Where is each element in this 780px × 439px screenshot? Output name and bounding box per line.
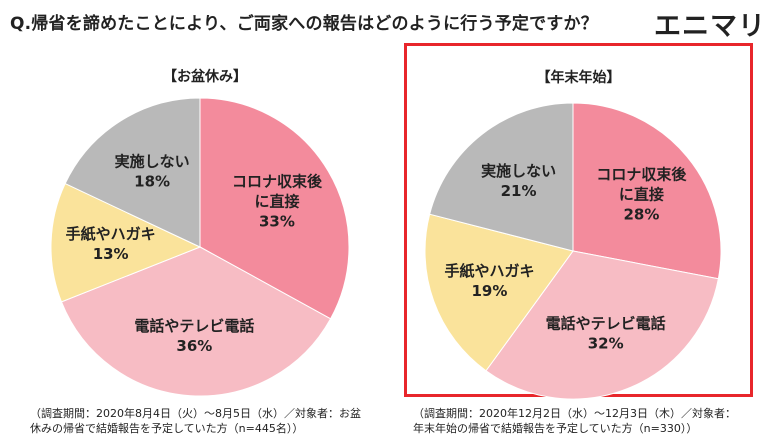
slice-label: 手紙やハガキ 13%: [66, 225, 156, 263]
slice-category-label: 電話やテレビ電話: [546, 315, 666, 333]
brand-logo: エニマリ: [654, 11, 766, 42]
footnote-line: 年末年始の帰省で結婚報告を予定していた方（n=330））: [413, 422, 698, 435]
chart-title: 【年末年始】: [536, 70, 621, 86]
footnote-nenmatsu: （調査期間：2020年12月2日（水）〜12月3日（木）／対象者： 年末年始の帰…: [413, 406, 758, 436]
slice-category-label: 実施しない: [481, 162, 556, 180]
pie-chart-obon: コロナ収束後に直接 33% 電話やテレビ電話 36% 手紙やハガキ 13% 実施しない 18%: [50, 97, 350, 397]
slice-value-label: 32%: [588, 335, 624, 353]
footnote-line: 休みの帰省で結婚報告を予定していた方（n=445名））: [30, 422, 304, 435]
pie-chart-nenmatsu: コロナ収束後に直接 28% 電話やテレビ電話 32% 手紙やハガキ 19% 実施しない 21%: [424, 102, 722, 400]
chart-title: 【お盆休み】: [163, 69, 247, 85]
slice-category-label: コロナ収束後: [596, 165, 687, 183]
slice-value-label: 36%: [176, 337, 212, 355]
slice-letter: [424, 213, 574, 372]
slice-category-label: 実施しない: [115, 153, 190, 171]
slice-value-label: 28%: [623, 205, 659, 223]
slice-value-label: 18%: [134, 173, 170, 191]
chart-panel-obon: 【お盆休み】 コロナ収束後に直接 33% 電話やテレビ電話 36% 手紙やハガキ 13% 実…: [20, 44, 390, 397]
footnote-obon: （調査期間：2020年8月4日（火）〜8月5日（水）／対象者：お盆 休みの帰省で…: [30, 406, 370, 436]
slice-value-label: 19%: [471, 282, 507, 300]
slice-value-label: 33%: [259, 212, 295, 230]
slice-value-label: 21%: [501, 182, 537, 200]
slice-label: 電話やテレビ電話 36%: [134, 317, 254, 355]
slice-value-label: 13%: [93, 245, 129, 263]
slice-phone-video: [485, 250, 719, 400]
slice-category-label: に直接: [619, 185, 664, 203]
slice-label: 手紙やハガキ 19%: [444, 262, 534, 300]
slice-letter: [50, 182, 202, 303]
slice-label: 実施しない 18%: [115, 153, 190, 191]
slice-category-label: 手紙やハガキ: [66, 225, 156, 243]
footnote-line: （調査期間：2020年8月4日（火）〜8月5日（水）／対象者：お盆: [30, 407, 361, 420]
slice-phone-video: [60, 246, 332, 397]
slice-category-label: に直接: [254, 192, 299, 210]
slice-corona-after: [572, 102, 722, 280]
slice-label: コロナ収束後に直接 33%: [232, 172, 323, 230]
slice-label: 実施しない 21%: [481, 162, 556, 200]
slice-not-doing: [429, 102, 574, 252]
slice-corona-after: [199, 97, 350, 320]
slice-category-label: 手紙やハガキ: [444, 262, 534, 280]
chart-panel-nenmatsu: 【年末年始】 コロナ収束後に直接 28% 電話やテレビ電話 32% 手紙やハガキ 19% 実…: [404, 43, 753, 400]
slice-label: 電話やテレビ電話 32%: [546, 315, 666, 353]
slice-not-doing: [64, 97, 201, 248]
slice-category-label: コロナ収束後: [232, 172, 323, 190]
slice-label: コロナ収束後に直接 28%: [596, 165, 687, 223]
footnote-line: （調査期間：2020年12月2日（水）〜12月3日（木）／対象者：: [413, 407, 736, 420]
question-text: Q.帰省を諦めたことにより、ご両家への報告はどのように行う予定ですか？: [10, 14, 598, 34]
slice-category-label: 電話やテレビ電話: [134, 317, 254, 335]
